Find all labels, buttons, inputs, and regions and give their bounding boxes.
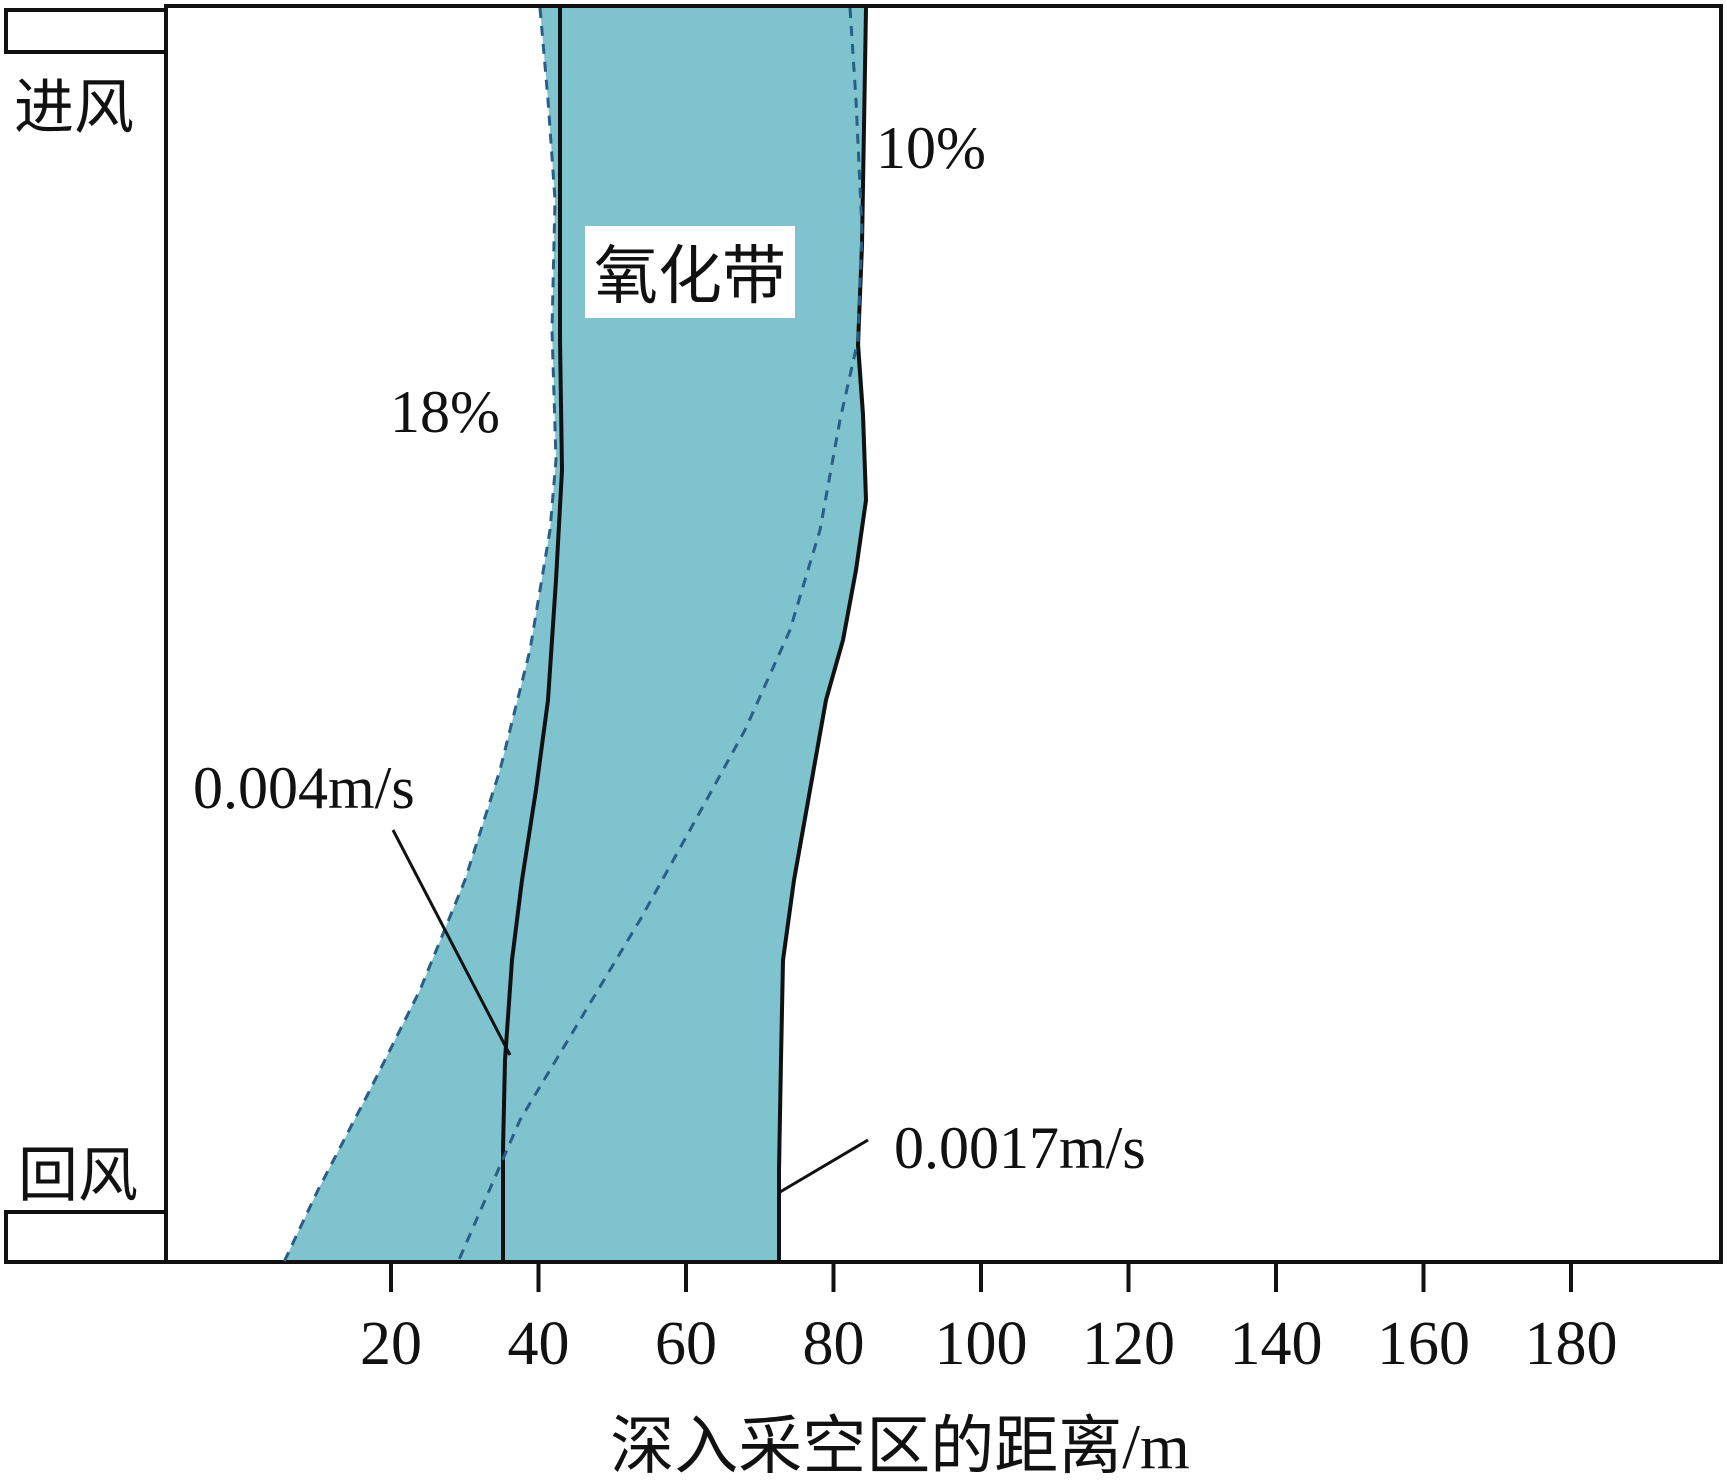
x-tick-label-80: 80 [803,1310,865,1378]
return-passage [4,1210,168,1264]
x-tick-label-40: 40 [508,1310,570,1378]
x-tick-label-160: 160 [1377,1310,1470,1378]
oxygen-18-percent-label: 18% [390,379,500,445]
oxygen-18-percent-line [501,8,565,1262]
x-tick-label-100: 100 [935,1310,1028,1378]
x-tick-label-20: 20 [360,1310,422,1378]
inlet-label: 进风 [14,75,134,141]
zone-label-box [585,226,795,318]
x-tick-label-120: 120 [1082,1310,1175,1378]
goaf-frame [164,4,1723,1264]
oxygen-10-percent-label: 10% [876,115,986,181]
velocity-00017-leader-line [779,1138,869,1194]
zone-label: 氧化带 [594,241,786,312]
x-tick-label-180: 180 [1525,1310,1618,1378]
oxidation-zone-band [284,8,868,1262]
velocity-0004-label: 0.004m/s [193,755,415,821]
velocity-00017-dashed-line [456,7,864,1263]
velocity-00017-label: 0.0017m/s [894,1115,1146,1181]
velocity-0004-leader-line [391,829,512,1056]
x-axis: 20 40 60 80 100 120 140 160 180 [360,1262,1618,1378]
x-tick-label-140: 140 [1230,1310,1323,1378]
x-tick-label-60: 60 [655,1310,717,1378]
oxygen-10-percent-line [777,7,869,1262]
inlet-passage [4,8,168,54]
x-axis-title: 深入采空区的距离/m [610,1411,1190,1482]
return-label: 回风 [18,1143,138,1209]
